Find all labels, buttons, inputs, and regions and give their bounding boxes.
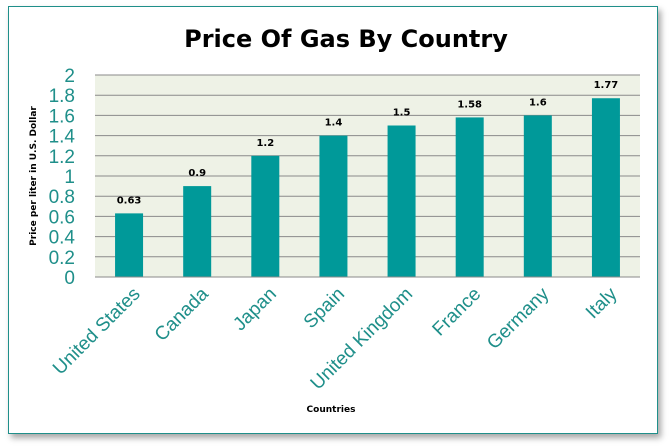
bar-spain <box>319 135 348 277</box>
x-tick-label: Germany <box>483 283 553 353</box>
data-label: 1.5 <box>393 108 411 119</box>
bar-canada <box>183 186 212 277</box>
x-tick-label: Italy <box>582 283 622 323</box>
y-tick-label: 1.6 <box>49 106 75 127</box>
bar-france <box>455 117 484 277</box>
y-tick-label: 1 <box>64 167 75 188</box>
y-tick-label: 0.4 <box>49 228 76 249</box>
data-label: 1.2 <box>256 138 274 149</box>
y-axis-label: Price per liter in U.S. Dollar <box>29 106 39 246</box>
bar-united-states <box>115 213 144 277</box>
x-tick-label: France <box>429 284 486 341</box>
chart-title: Price Of Gas By Country <box>184 25 508 53</box>
bar-japan <box>251 155 280 277</box>
y-tick-label: 0.2 <box>49 248 75 269</box>
data-label: 0.63 <box>117 195 142 206</box>
y-tick-label: 0.8 <box>49 187 75 208</box>
bar-italy <box>591 98 620 277</box>
bars <box>115 98 620 278</box>
x-tick-label: Japan <box>229 284 280 335</box>
y-tick-label: 1.2 <box>49 147 75 168</box>
y-tick-label: 0.6 <box>49 207 75 228</box>
bar-united-kingdom <box>387 125 416 277</box>
data-label: 1.4 <box>325 118 343 129</box>
y-axis-ticks: 00.20.40.60.811.21.41.61.82 <box>49 66 76 289</box>
y-tick-label: 2 <box>64 66 75 87</box>
data-label: 1.77 <box>594 80 619 91</box>
x-tick-label: Canada <box>151 283 213 345</box>
data-labels: 0.63 0.9 1.2 1.4 1.5 1.58 1.6 1.77 <box>117 80 619 206</box>
data-label: 0.9 <box>188 168 206 179</box>
bar-germany <box>523 115 552 278</box>
x-tick-label: Spain <box>300 284 349 333</box>
x-axis-label: Countries <box>307 405 356 415</box>
data-label: 1.58 <box>457 99 482 110</box>
data-label: 1.6 <box>529 97 547 108</box>
y-tick-label: 1.8 <box>49 86 75 107</box>
y-tick-label: 0 <box>64 268 75 289</box>
y-tick-label: 1.4 <box>49 127 76 148</box>
x-tick-label: United States <box>49 284 145 380</box>
